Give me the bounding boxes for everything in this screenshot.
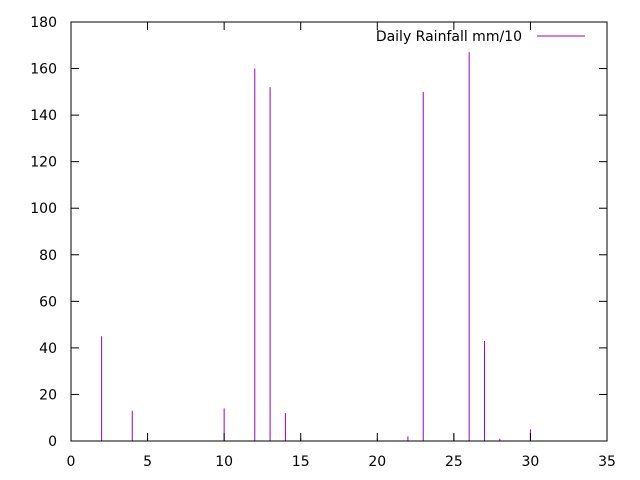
- x-tick-label: 10: [215, 454, 233, 470]
- y-tick-label: 40: [39, 341, 57, 357]
- x-tick-label: 0: [67, 454, 76, 470]
- legend: Daily Rainfall mm/10: [376, 29, 585, 45]
- y-tick-label: 180: [30, 15, 57, 31]
- x-tick-label: 15: [292, 454, 310, 470]
- x-tick-label: 20: [368, 454, 386, 470]
- plot-frame: [70, 21, 608, 442]
- ticks-group: 0 5 10 15 20 25 30 35 0 20 40 60 80 100 120 140 160 180: [30, 15, 616, 470]
- y-tick-label: 120: [30, 155, 57, 171]
- y-tick-label: 100: [30, 201, 57, 217]
- x-tick-label: 30: [522, 454, 540, 470]
- y-tick-label: 0: [48, 434, 57, 450]
- y-tick-label: 20: [39, 387, 57, 403]
- y-tick-label: 80: [39, 248, 57, 264]
- x-tick-label: 25: [445, 454, 463, 470]
- y-tick-label: 140: [30, 108, 57, 124]
- x-tick-label: 5: [143, 454, 152, 470]
- y-tick-label: 60: [39, 294, 57, 310]
- bars-group: [101, 52, 531, 441]
- legend-label: Daily Rainfall mm/10: [376, 29, 522, 45]
- y-tick-label: 160: [30, 62, 57, 78]
- x-tick-label: 35: [598, 454, 616, 470]
